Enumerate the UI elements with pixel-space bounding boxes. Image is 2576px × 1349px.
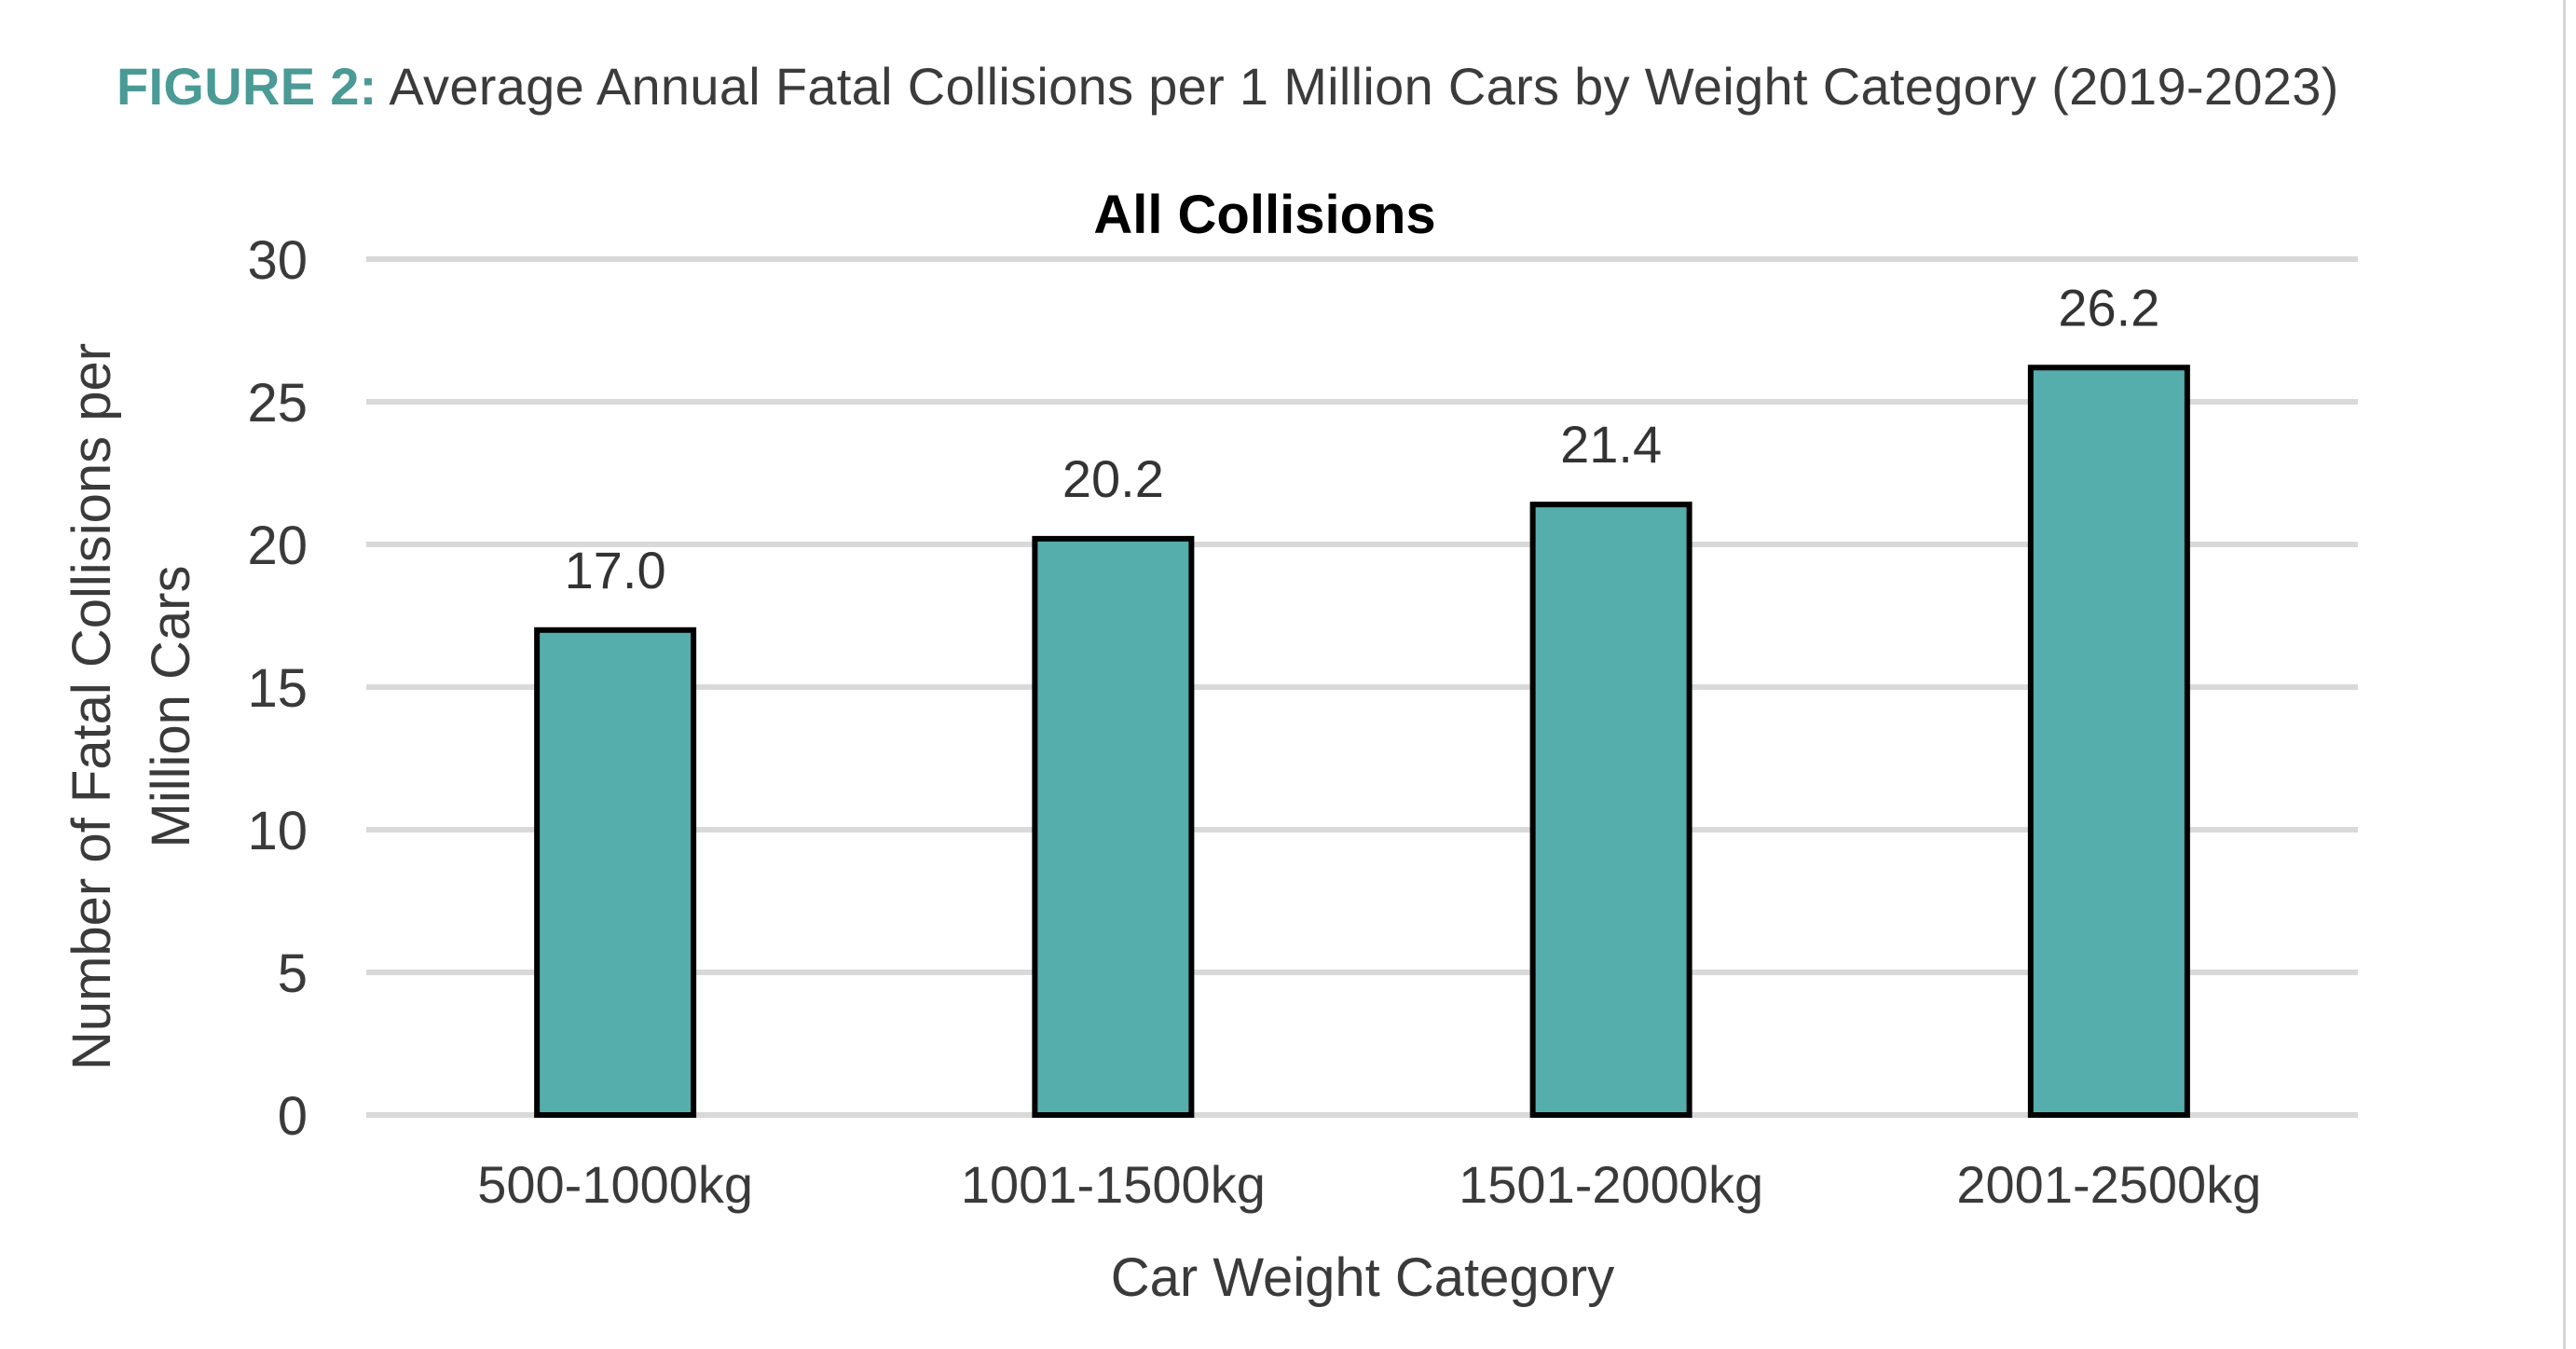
data-label: 20.2 <box>1062 449 1164 508</box>
y-axis-title: Number of Fatal Collisions per Million C… <box>62 343 201 1070</box>
data-label: 21.4 <box>1560 415 1662 474</box>
figure-label: FIGURE 2: <box>116 57 377 116</box>
y-tick-label: 20 <box>247 516 308 576</box>
bar <box>534 626 697 1118</box>
y-tick-label: 30 <box>247 230 308 291</box>
data-labels: 17.0 20.2 21.4 26.2 <box>565 278 2160 599</box>
gridlines <box>366 256 2358 1118</box>
y-axis-title-line-2: Million Cars <box>141 566 201 848</box>
y-tick-label: 10 <box>247 801 308 861</box>
figure-caption: FIGURE 2: Average Annual Fatal Collision… <box>116 56 2339 117</box>
figure-title-text: Average Annual Fatal Collisions per 1 Mi… <box>389 57 2339 116</box>
page-edge-divider <box>2563 0 2566 1349</box>
y-tick-label: 0 <box>278 1086 308 1147</box>
bar <box>1529 502 1692 1118</box>
x-tick-label: 500-1000kg <box>477 1155 753 1214</box>
data-label: 17.0 <box>565 541 666 599</box>
x-axis-ticks: 500-1000kg 1001-1500kg 1501-2000kg 2001-250… <box>477 1155 2261 1214</box>
chart-title: All Collisions <box>1093 185 1435 245</box>
x-tick-label: 1001-1500kg <box>961 1155 1266 1214</box>
bars <box>534 365 2190 1118</box>
x-axis-title: Car Weight Category <box>1111 1247 1615 1308</box>
bar <box>2027 365 2190 1118</box>
x-tick-label: 1501-2000kg <box>1459 1155 1763 1214</box>
y-axis-title-line-1: Number of Fatal Collisions per <box>62 343 122 1070</box>
y-axis-ticks: 0 5 10 15 20 25 30 <box>247 230 308 1147</box>
y-tick-label: 5 <box>278 943 308 1004</box>
y-tick-label: 15 <box>247 658 308 719</box>
data-label: 26.2 <box>2058 278 2159 337</box>
bar <box>1032 535 1195 1118</box>
x-tick-label: 2001-2500kg <box>1956 1155 2261 1214</box>
y-tick-label: 25 <box>247 373 308 434</box>
